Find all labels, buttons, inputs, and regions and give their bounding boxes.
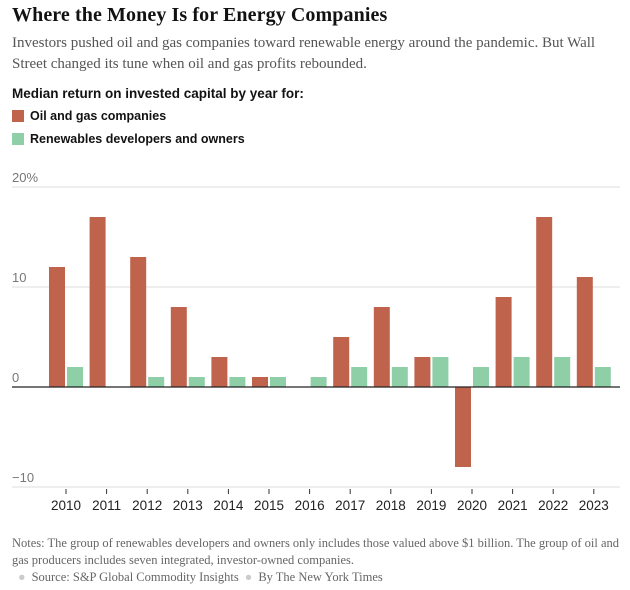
bar-oil-gas-2021 bbox=[495, 297, 512, 387]
bar-renewables-2017 bbox=[351, 367, 368, 387]
chart-bars bbox=[49, 217, 611, 467]
x-tick-label: 2011 bbox=[92, 498, 121, 513]
bar-chart: 20%100−10 2010 2011 2012 2013 2014 2015 2016 20… bbox=[12, 170, 620, 513]
bar-oil-gas-2015 bbox=[252, 377, 268, 387]
bullet-dot-icon: ● bbox=[18, 570, 26, 584]
x-tick-label: 2022 bbox=[538, 498, 568, 513]
source-text: Source: S&P Global Commodity Insights bbox=[31, 570, 239, 584]
credit-text: By The New York Times bbox=[258, 570, 383, 584]
bar-renewables-2015 bbox=[270, 377, 286, 387]
bar-oil-gas-2010 bbox=[49, 267, 65, 387]
x-tick-label: 2016 bbox=[295, 498, 325, 513]
chart-source-line: ● Source: S&P Global Commodity Insights ● B… bbox=[12, 570, 383, 585]
y-tick-label: 10 bbox=[12, 270, 26, 285]
y-tick-label: −10 bbox=[12, 470, 34, 485]
bar-oil-gas-2019 bbox=[414, 357, 431, 387]
legend-item-oil-gas: Oil and gas companies bbox=[12, 108, 166, 124]
x-tick-label: 2012 bbox=[132, 498, 162, 513]
bar-oil-gas-2013 bbox=[170, 307, 187, 387]
bar-renewables-2010 bbox=[67, 367, 83, 387]
bar-renewables-2018 bbox=[391, 367, 408, 387]
chart-notes: Notes: The group of renewables developer… bbox=[12, 536, 620, 567]
legend-swatch-renewables bbox=[12, 133, 24, 145]
x-tick-label: 2023 bbox=[579, 498, 609, 513]
bar-oil-gas-2017 bbox=[333, 337, 350, 387]
x-tick-label: 2020 bbox=[457, 498, 487, 513]
bar-oil-gas-2018 bbox=[373, 307, 390, 387]
x-tick-label: 2021 bbox=[498, 498, 528, 513]
x-axis-ticks bbox=[65, 489, 595, 494]
x-tick-label: 2017 bbox=[335, 498, 365, 513]
x-tick-label: 2018 bbox=[376, 498, 406, 513]
y-tick-label: 0 bbox=[12, 370, 19, 385]
x-tick-label: 2013 bbox=[173, 498, 203, 513]
x-tick-label: 2015 bbox=[254, 498, 284, 513]
bar-renewables-2019 bbox=[432, 357, 449, 387]
bar-renewables-2020 bbox=[473, 367, 489, 387]
x-tick-label: 2014 bbox=[213, 498, 244, 513]
x-tick-label: 2019 bbox=[416, 498, 446, 513]
bar-renewables-2013 bbox=[188, 377, 205, 387]
y-tick-label: 20% bbox=[12, 170, 38, 185]
bar-oil-gas-2012 bbox=[130, 257, 147, 387]
legend-label-oil-gas: Oil and gas companies bbox=[30, 109, 167, 123]
x-axis-labels: 2010 2011 2012 2013 2014 2015 2016 2017 2018 2019… bbox=[51, 498, 609, 513]
bar-oil-gas-2020 bbox=[455, 387, 471, 467]
bar-renewables-2012 bbox=[148, 377, 165, 387]
legend-item-renewables: Renewables developers and owners bbox=[12, 131, 245, 147]
y-axis-labels: 20% 10 0 −10 bbox=[12, 170, 38, 485]
bar-renewables-2016 bbox=[310, 377, 327, 387]
bar-renewables-2014 bbox=[229, 377, 246, 387]
bar-oil-gas-2011 bbox=[89, 217, 106, 387]
legend-swatch-oil-gas bbox=[12, 110, 24, 122]
bar-renewables-2023 bbox=[594, 367, 611, 387]
legend-title: Median return on invested capital by yea… bbox=[12, 86, 304, 101]
bullet-dot-icon: ● bbox=[244, 570, 253, 584]
bar-renewables-2021 bbox=[513, 357, 530, 387]
chart-subtitle: Investors pushed oil and gas companies t… bbox=[12, 35, 596, 72]
bar-renewables-2022 bbox=[554, 357, 571, 387]
bar-oil-gas-2014 bbox=[211, 357, 228, 387]
bar-oil-gas-2023 bbox=[576, 277, 593, 387]
x-tick-label: 2010 bbox=[51, 498, 81, 513]
bar-oil-gas-2022 bbox=[536, 217, 553, 387]
chart-gridlines bbox=[12, 186, 620, 488]
legend-label-renewables: Renewables developers and owners bbox=[30, 132, 245, 146]
chart-title: Where the Money Is for Energy Companies bbox=[12, 4, 388, 26]
